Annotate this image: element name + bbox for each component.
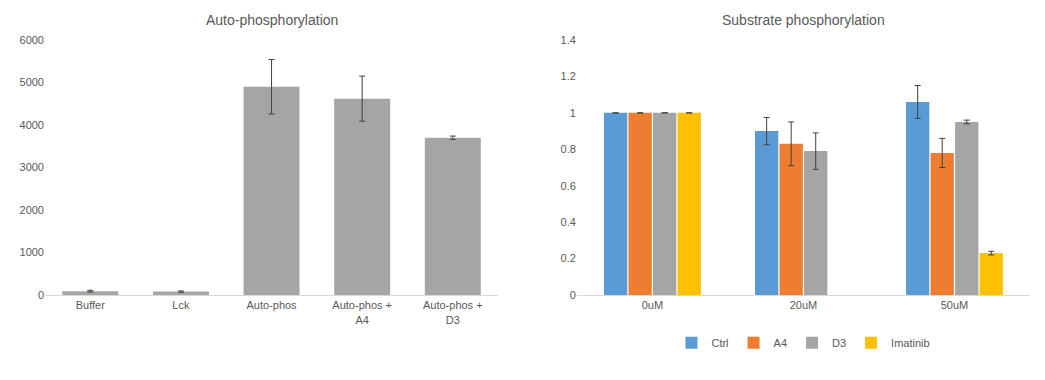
svg-text:0.8: 0.8 <box>561 143 576 155</box>
svg-text:0.2: 0.2 <box>561 252 576 264</box>
svg-text:0uM: 0uM <box>642 299 663 311</box>
svg-text:20uM: 20uM <box>790 299 818 311</box>
svg-text:6000: 6000 <box>20 34 44 46</box>
svg-text:A4: A4 <box>774 337 787 349</box>
svg-text:1.4: 1.4 <box>561 34 576 46</box>
svg-text:Imatinib: Imatinib <box>891 337 930 349</box>
svg-text:1000: 1000 <box>20 246 44 258</box>
svg-text:Buffer: Buffer <box>76 299 105 311</box>
svg-text:4000: 4000 <box>20 119 44 131</box>
svg-text:Ctrl: Ctrl <box>711 337 728 349</box>
svg-text:50uM: 50uM <box>941 299 969 311</box>
svg-text:0: 0 <box>570 289 576 301</box>
svg-text:3000: 3000 <box>20 161 44 173</box>
svg-text:0.6: 0.6 <box>561 180 576 192</box>
svg-text:0: 0 <box>38 289 44 301</box>
svg-text:2000: 2000 <box>20 204 44 216</box>
svg-text:5000: 5000 <box>20 76 44 88</box>
svg-text:Auto-phos +A4: Auto-phos +A4 <box>332 299 392 325</box>
svg-text:Substrate phosphorylation: Substrate phosphorylation <box>722 12 885 28</box>
svg-text:Auto-phos: Auto-phos <box>246 299 297 311</box>
svg-text:D3: D3 <box>832 337 846 349</box>
svg-text:Lck: Lck <box>172 299 190 311</box>
svg-text:Auto-phos +D3: Auto-phos +D3 <box>423 299 483 325</box>
svg-text:1: 1 <box>570 107 576 119</box>
svg-text:0.4: 0.4 <box>561 216 576 228</box>
svg-text:Auto-phosphorylation: Auto-phosphorylation <box>206 12 338 28</box>
svg-text:1.2: 1.2 <box>561 70 576 82</box>
